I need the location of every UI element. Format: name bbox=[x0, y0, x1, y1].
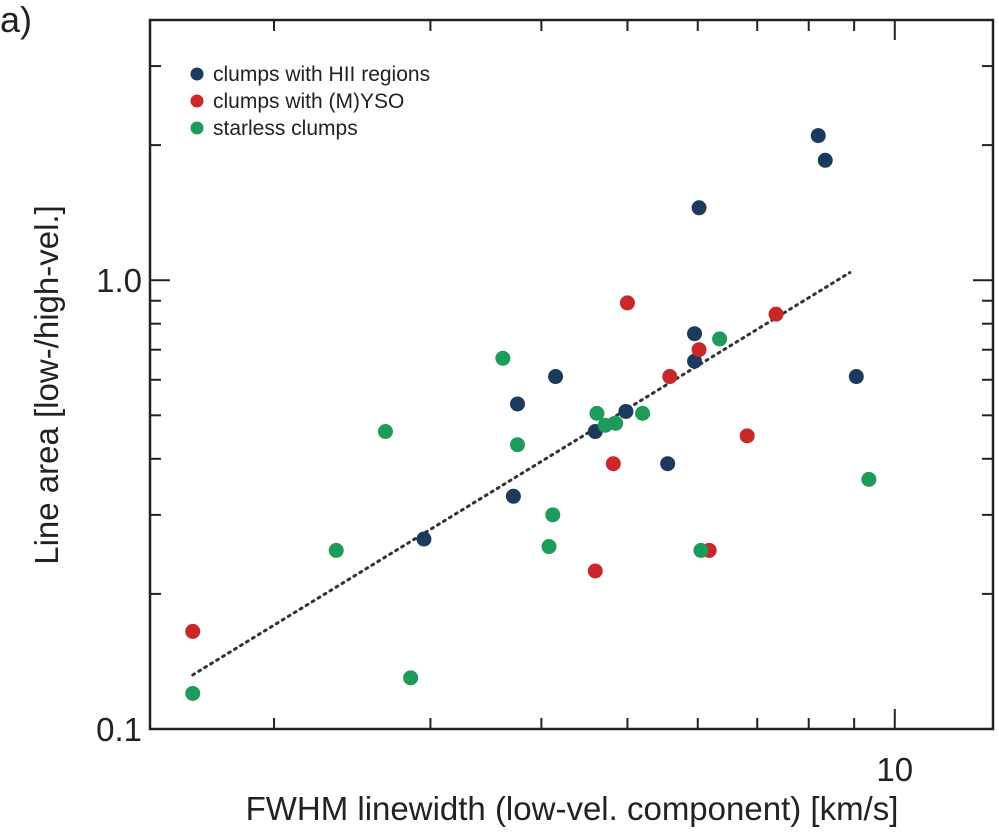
data-point-series-2 bbox=[739, 428, 755, 444]
data-point-series-2 bbox=[691, 342, 707, 358]
x-tick-label: 10 bbox=[876, 751, 913, 788]
legend: clumps with HII regions clumps with (M)YS… bbox=[190, 63, 430, 140]
data-point-series-3 bbox=[712, 331, 728, 347]
data-point-series-3 bbox=[545, 507, 561, 523]
data-point-series-1 bbox=[660, 456, 676, 472]
fit-line bbox=[191, 271, 852, 677]
panel-label: a) bbox=[0, 0, 33, 40]
y-tick-label: 1.0 bbox=[96, 262, 142, 299]
fit-line-group bbox=[191, 271, 852, 677]
axes: 10 0.1 1.0 bbox=[96, 18, 995, 788]
data-point-series-2 bbox=[605, 456, 621, 472]
data-point-series-1 bbox=[510, 396, 526, 412]
data-point-series-3 bbox=[328, 542, 344, 558]
data-point-series-3 bbox=[185, 685, 201, 701]
data-point-series-1 bbox=[548, 369, 564, 385]
data-point-series-1 bbox=[505, 488, 521, 504]
data-point-series-3 bbox=[495, 350, 511, 366]
data-point-series-1 bbox=[848, 369, 864, 385]
legend-marker bbox=[190, 94, 204, 108]
data-point-series-2 bbox=[185, 623, 201, 639]
data-point-series-1 bbox=[810, 128, 826, 144]
y-axis-label: Line area [low-/high-vel.] bbox=[28, 205, 65, 565]
legend-marker bbox=[190, 121, 204, 135]
data-point-series-3 bbox=[403, 670, 419, 686]
data-point-series-1 bbox=[687, 353, 703, 369]
data-point-series-3 bbox=[377, 424, 393, 440]
data-points bbox=[185, 128, 877, 701]
x-axis-label: FWHM linewidth (low-vel. component) [km/… bbox=[246, 790, 899, 827]
legend-marker bbox=[190, 67, 204, 81]
legend-entry: starless clumps bbox=[213, 117, 358, 140]
data-point-series-1 bbox=[416, 531, 432, 547]
data-point-series-1 bbox=[691, 200, 707, 216]
data-point-series-1 bbox=[618, 403, 634, 419]
data-point-series-3 bbox=[541, 539, 557, 555]
data-point-series-1 bbox=[817, 152, 833, 168]
data-point-series-3 bbox=[635, 405, 651, 421]
data-point-series-2 bbox=[587, 563, 603, 579]
data-point-series-3 bbox=[608, 415, 624, 431]
data-point-series-2 bbox=[768, 306, 784, 322]
legend-entry: clumps with HII regions bbox=[213, 63, 430, 86]
y-tick-label: 0.1 bbox=[96, 711, 142, 748]
data-point-series-2 bbox=[619, 295, 635, 311]
data-point-series-1 bbox=[687, 326, 703, 342]
data-point-series-3 bbox=[693, 542, 709, 558]
data-point-series-3 bbox=[589, 405, 605, 421]
data-point-series-3 bbox=[510, 437, 526, 453]
data-point-series-3 bbox=[861, 471, 877, 487]
plot-frame bbox=[148, 18, 995, 731]
legend-entry: clumps with (M)YSO bbox=[213, 90, 404, 113]
data-point-series-2 bbox=[662, 369, 678, 385]
